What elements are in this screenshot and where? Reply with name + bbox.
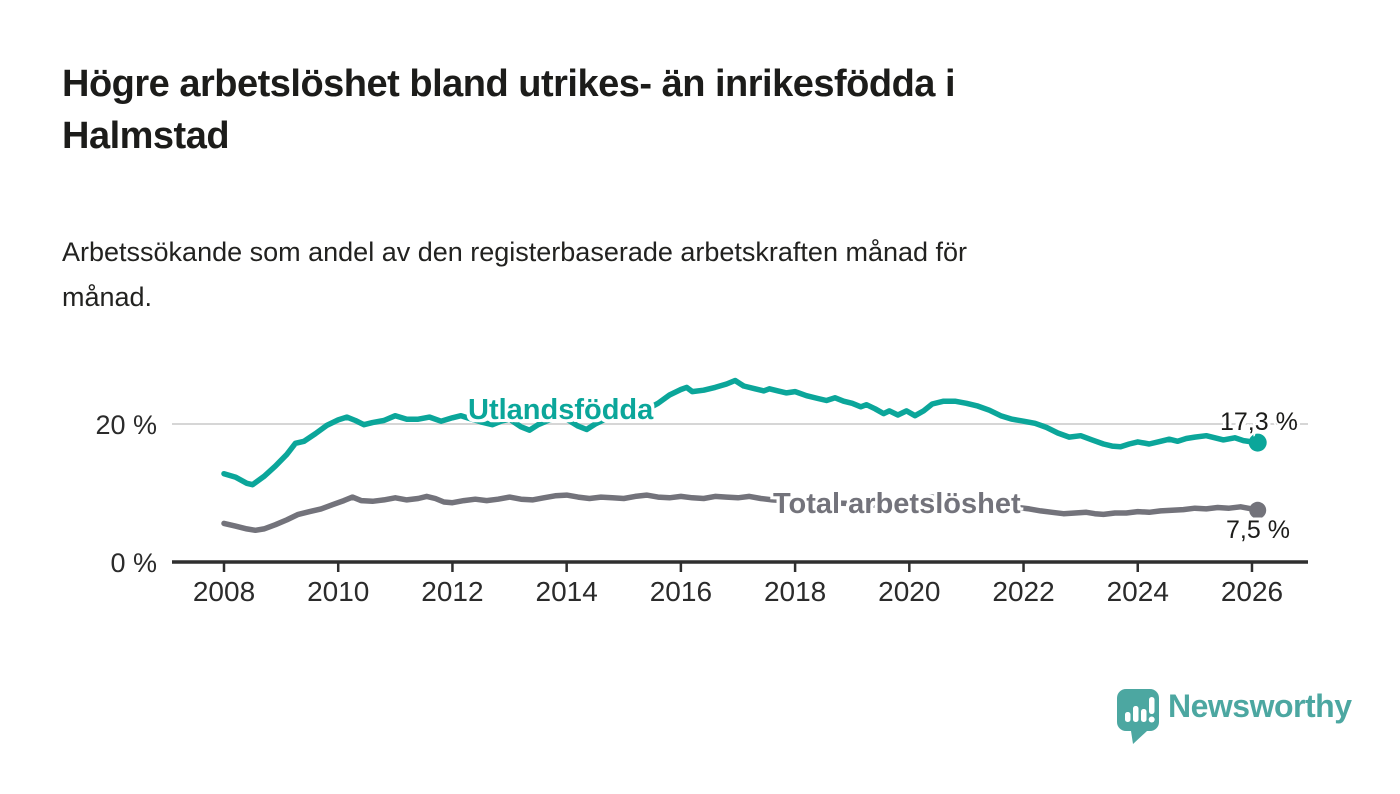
x-tick-label: 2012 xyxy=(421,576,484,607)
series-label-utlandsfodda: Utlandsfödda xyxy=(468,394,654,426)
y-tick-label-20: 20 % xyxy=(95,410,157,440)
newsworthy-branding: Newsworthy xyxy=(1114,686,1352,725)
x-tick-label: 2018 xyxy=(763,576,827,607)
end-value-label-total: 7,5 % xyxy=(1226,516,1290,544)
x-tick-label: 2026 xyxy=(1220,576,1284,607)
newsworthy-wordmark: Newsworthy xyxy=(1168,688,1352,724)
chart-title-line-2: Halmstad xyxy=(62,115,230,157)
end-dot-utlandsfodda xyxy=(1248,433,1267,452)
x-axis-ticks xyxy=(222,562,1254,572)
x-tick-label: 2020 xyxy=(878,576,941,607)
chart-title-line-1: Högre arbetslöshet bland utrikes- än inr… xyxy=(62,63,956,105)
x-tick-label: 2010 xyxy=(307,576,370,607)
chart-title: Högre arbetslöshet bland utrikes- än inr… xyxy=(62,58,1252,162)
x-tick-label: 2024 xyxy=(1106,576,1169,607)
x-tick-label: 2008 xyxy=(192,576,256,607)
end-dot-total xyxy=(1249,501,1267,519)
x-tick-label: 2022 xyxy=(992,576,1055,607)
y-tick-label-0: 0 % xyxy=(110,548,157,578)
x-tick-label: 2016 xyxy=(649,576,713,607)
chart-subtitle: Arbetssökande som andel av den registerb… xyxy=(62,230,1252,320)
line-utlandsfodda xyxy=(221,377,1261,488)
chart-subtitle-line-1: Arbetssökande som andel av den registerb… xyxy=(62,237,968,267)
series-label-total-arbetsloshet: Total arbetslöshet xyxy=(773,488,1021,520)
end-value-label-utlandsfodda: 17,3 % xyxy=(1220,408,1298,436)
line-total-arbetsloshet xyxy=(221,492,1261,534)
newsworthy-logo-icon xyxy=(1117,689,1159,744)
chart-subtitle-line-2: månad. xyxy=(62,282,153,312)
x-tick-label: 2014 xyxy=(535,576,598,607)
